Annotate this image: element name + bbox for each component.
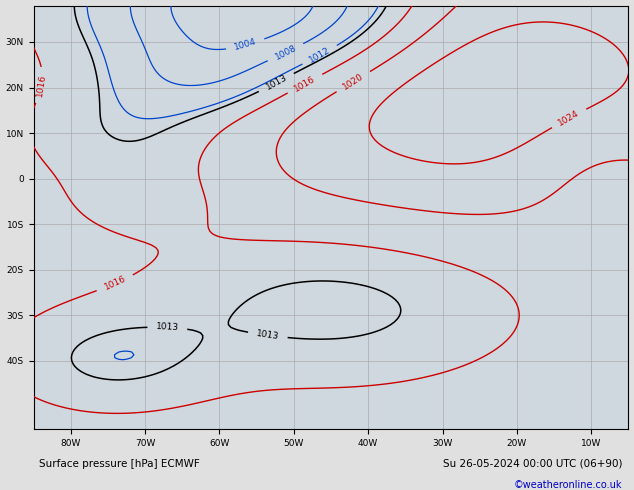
- Text: 1013: 1013: [156, 322, 179, 333]
- Text: 1013: 1013: [264, 73, 288, 92]
- Text: 1016: 1016: [293, 74, 317, 93]
- Text: 1012: 1012: [307, 46, 332, 65]
- Text: 1016: 1016: [36, 74, 48, 98]
- Text: ©weatheronline.co.uk: ©weatheronline.co.uk: [514, 480, 623, 490]
- Text: 1016: 1016: [103, 274, 127, 293]
- Text: Su 26-05-2024 00:00 UTC (06+90): Su 26-05-2024 00:00 UTC (06+90): [443, 459, 623, 469]
- Text: 1008: 1008: [273, 43, 298, 62]
- Text: Surface pressure [hPa] ECMWF: Surface pressure [hPa] ECMWF: [39, 459, 200, 469]
- Text: 1013: 1013: [256, 329, 280, 342]
- Text: 1004: 1004: [233, 37, 257, 52]
- Text: 1024: 1024: [557, 109, 581, 128]
- Text: 1020: 1020: [341, 72, 365, 92]
